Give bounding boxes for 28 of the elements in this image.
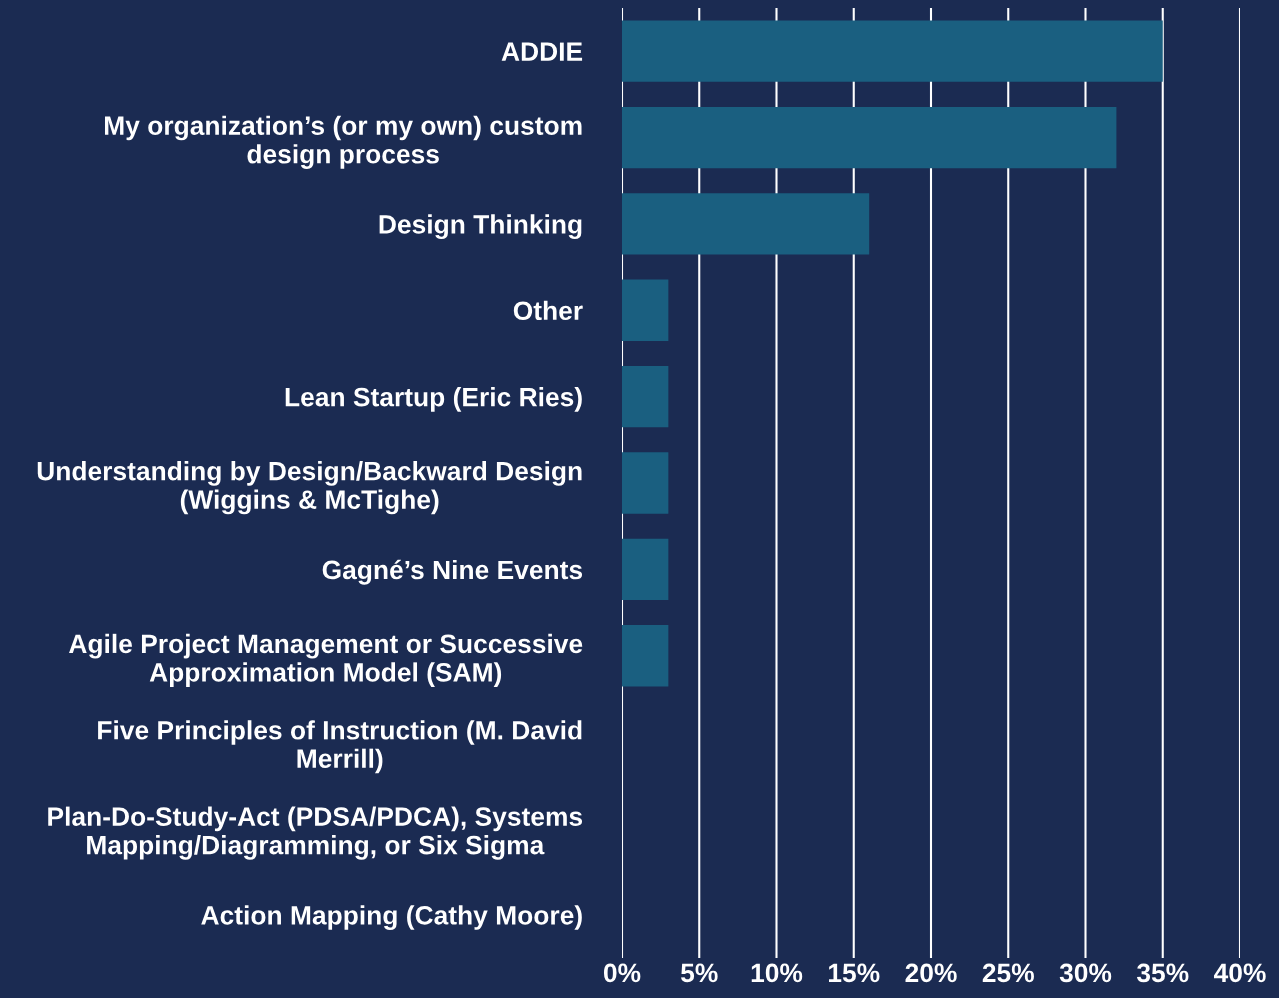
x-tick-label: 15% bbox=[829, 963, 880, 983]
x-tick-label: 10% bbox=[751, 963, 803, 983]
y-tick-label: Plan-Do-Study-Act (PDSA/PDCA), Systems Mapping/Diagramming, or Six Sigma bbox=[48, 806, 583, 860]
bar bbox=[622, 20, 1163, 82]
x-tick-label: 20% bbox=[905, 963, 957, 983]
y-tick-label: Lean Startup (Eric Ries) bbox=[285, 387, 582, 412]
y-tick-label: Agile Project Management or Successive Approximation Model (SAM) bbox=[69, 633, 583, 687]
y-tick-label: My organization’s (or my own) custom design process bbox=[104, 115, 582, 169]
y-tick-label: ADDIE bbox=[501, 42, 583, 61]
bar bbox=[622, 452, 669, 514]
x-tick-label: 25% bbox=[982, 963, 1034, 983]
y-tick-label: Action Mapping (Cathy Moore) bbox=[201, 905, 582, 930]
bar bbox=[622, 106, 1117, 169]
y-tick-label: Gagné’s Nine Events bbox=[322, 559, 583, 585]
bar bbox=[622, 365, 669, 428]
x-tick-label: 5% bbox=[680, 963, 718, 983]
y-tick-label: Design Thinking bbox=[379, 214, 582, 240]
bar bbox=[622, 279, 669, 341]
y-tick-label: Other bbox=[513, 300, 583, 321]
x-tick-label: 30% bbox=[1059, 963, 1112, 983]
y-tick-label: Understanding by Design/Backward Design (Wiggins & McTighe) bbox=[37, 461, 582, 515]
y-tick-label: Five Principles of Instruction (M. David Merrill) bbox=[98, 720, 582, 774]
x-tick-label: 35% bbox=[1136, 963, 1189, 983]
x-tick-label: 40% bbox=[1213, 963, 1266, 983]
bar bbox=[622, 625, 669, 687]
bar bbox=[622, 193, 870, 255]
x-tick-label: 0% bbox=[603, 963, 641, 983]
bar bbox=[622, 538, 669, 601]
